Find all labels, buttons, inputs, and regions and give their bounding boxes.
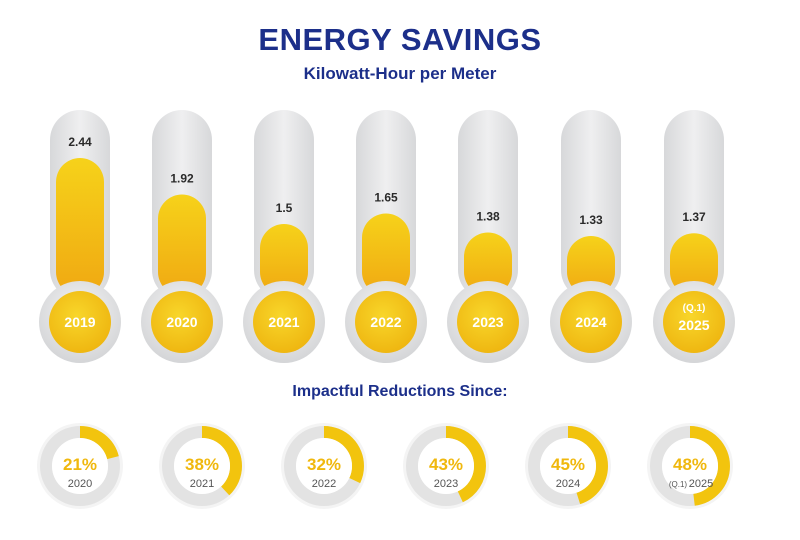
donut-prefix-label: (Q.1): [669, 480, 688, 489]
bulb-prefix-label: (Q.1): [683, 303, 706, 314]
reductions-title: Impactful Reductions Since:: [292, 383, 508, 400]
donut-arc: [284, 426, 364, 506]
donut-center: [296, 438, 352, 494]
donut-percent-label: 43%: [429, 455, 463, 474]
bar-value-label: 1.5: [276, 201, 293, 215]
chart-title: ENERGY SAVINGS: [258, 22, 542, 57]
bulb-year-label: 2023: [472, 314, 503, 330]
bar: [56, 158, 104, 296]
bulb: [663, 291, 725, 353]
bar-value-label: 1.38: [476, 209, 500, 223]
bar-group-2023: [447, 110, 529, 363]
donut-year-label: 2020: [68, 478, 92, 490]
donut-year-label: 2021: [190, 478, 214, 490]
donut-percent-label: 32%: [307, 455, 341, 474]
bulb: [49, 291, 111, 353]
donut-percent-label: 48%: [673, 455, 707, 474]
donut-2024: [525, 423, 611, 509]
bar-group-2021: [243, 110, 325, 363]
chart-subtitle: Kilowatt-Hour per Meter: [303, 64, 497, 83]
bar-value-label: 1.33: [579, 213, 603, 227]
bar-group-2019: [39, 110, 121, 363]
donut-center: [418, 438, 474, 494]
bulb-year-label: 2022: [370, 314, 401, 330]
donut-year-label: 2024: [556, 478, 580, 490]
bulb-year-label: 2025: [678, 317, 709, 333]
bulb: [355, 291, 417, 353]
bar-value-label: 2.44: [68, 135, 92, 149]
bar: [567, 236, 615, 296]
donut-2021: [159, 423, 245, 509]
donut-2020: [37, 423, 123, 509]
donut-arc: [528, 426, 608, 506]
donut-center: [540, 438, 596, 494]
bar-value-label: 1.92: [170, 172, 194, 186]
bar: [362, 213, 410, 296]
donut-year-label: 2023: [434, 478, 458, 490]
donut-percent-label: 45%: [551, 455, 585, 474]
bar-group-2025: [653, 110, 735, 363]
donut-2023: [403, 423, 489, 509]
bulb-year-label: 2019: [64, 314, 95, 330]
bar-value-label: 1.65: [374, 191, 398, 205]
donut-2022: [281, 423, 367, 509]
donut-arc: [40, 426, 120, 506]
donut-arc: [650, 426, 730, 506]
donut-center: [662, 438, 718, 494]
bulb: [457, 291, 519, 353]
bar-group-2022: [345, 110, 427, 363]
donut-2025: [647, 423, 733, 509]
bar: [260, 224, 308, 296]
bulb-year-label: 2021: [268, 314, 299, 330]
donut-arc: [162, 426, 242, 506]
donut-year-label: 2025: [689, 478, 713, 490]
bulb: [253, 291, 315, 353]
donut-center: [52, 438, 108, 494]
bulb: [560, 291, 622, 353]
bulb-year-label: 2024: [575, 314, 606, 330]
donut-percent-label: 38%: [185, 455, 219, 474]
bar: [158, 194, 206, 296]
bulb-year-label: 2020: [166, 314, 197, 330]
donut-arc: [406, 426, 486, 506]
donut-year-label: 2022: [312, 478, 336, 490]
donut-percent-label: 21%: [63, 455, 97, 474]
donut-center: [174, 438, 230, 494]
bar-value-label: 1.37: [682, 210, 706, 224]
bar: [464, 232, 512, 296]
bar-group-2024: [550, 110, 632, 363]
bar: [670, 233, 718, 296]
bar-group-2020: [141, 110, 223, 363]
bulb: [151, 291, 213, 353]
